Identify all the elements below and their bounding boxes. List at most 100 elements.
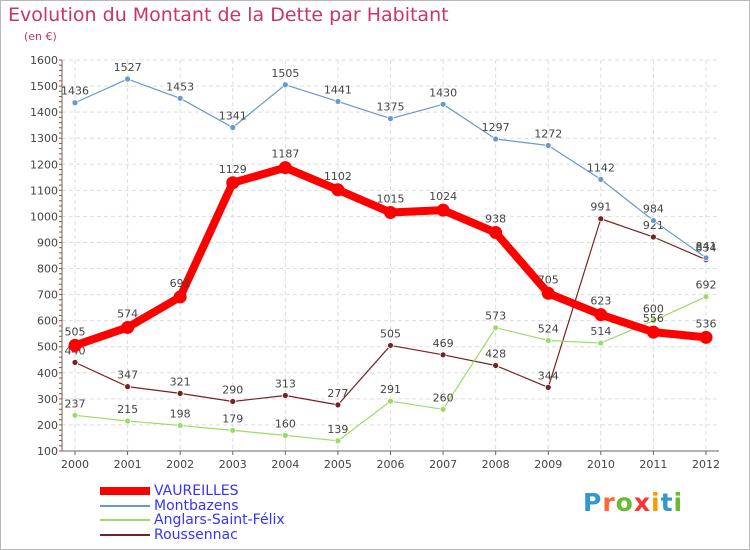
y-tick-label: 600 xyxy=(37,315,58,328)
x-tick-label: 2001 xyxy=(114,458,142,471)
data-label: 505 xyxy=(65,325,86,338)
data-label: 1015 xyxy=(377,192,405,205)
logo-letter: i xyxy=(651,488,661,517)
y-tick-label: 200 xyxy=(37,419,58,432)
data-label: 1430 xyxy=(429,86,457,99)
data-label: 1024 xyxy=(429,190,457,203)
y-tick-label: 1500 xyxy=(30,80,58,93)
data-point xyxy=(387,115,394,123)
x-tick-label: 2007 xyxy=(429,458,457,471)
data-label: 277 xyxy=(327,387,348,400)
data-point xyxy=(334,437,342,445)
legend-label: Montbazens xyxy=(154,497,239,514)
data-label: 705 xyxy=(538,273,559,286)
data-point xyxy=(544,142,552,149)
data-point xyxy=(439,100,447,108)
y-tick-label: 1000 xyxy=(30,210,58,223)
data-point xyxy=(229,427,237,434)
data-label: 556 xyxy=(643,312,664,325)
y-tick-label: 500 xyxy=(37,341,58,354)
data-label: 160 xyxy=(275,417,296,430)
data-point xyxy=(492,324,500,332)
data-point xyxy=(71,358,79,366)
data-point xyxy=(702,254,710,262)
data-label: 1272 xyxy=(534,127,562,140)
data-label: 1341 xyxy=(219,110,247,123)
logo-letter: o xyxy=(615,488,634,517)
data-label: 469 xyxy=(433,337,454,350)
chart-subtitle: (en €) xyxy=(24,30,57,43)
y-tick-label: 1300 xyxy=(30,132,58,145)
legend-swatch xyxy=(100,504,150,507)
data-point xyxy=(124,75,131,83)
data-point xyxy=(702,293,710,301)
chart-title: Evolution du Montant de la Dette par Hab… xyxy=(8,4,449,26)
data-point xyxy=(597,175,605,183)
legend-item: Montbazens xyxy=(100,499,285,514)
proxiti-logo: Proxiti xyxy=(583,488,683,517)
logo-letter: t xyxy=(660,488,674,517)
data-point xyxy=(121,320,135,334)
data-label: 1102 xyxy=(324,170,352,183)
data-label: 1187 xyxy=(271,148,299,161)
data-label: 1527 xyxy=(114,61,142,74)
data-point xyxy=(492,135,500,143)
data-point xyxy=(646,325,660,339)
data-label: 179 xyxy=(222,412,243,425)
x-tick-label: 2002 xyxy=(166,458,194,471)
data-label: 1375 xyxy=(377,101,405,114)
data-point xyxy=(650,233,657,241)
x-tick-label: 2010 xyxy=(587,458,615,471)
data-point xyxy=(71,411,79,419)
data-label: 198 xyxy=(170,407,191,420)
legend-swatch xyxy=(100,519,150,522)
data-label: 347 xyxy=(117,369,138,382)
data-point xyxy=(334,401,342,409)
data-point xyxy=(331,183,345,197)
logo-letter: P xyxy=(583,488,603,517)
y-tick-label: 400 xyxy=(37,367,58,380)
data-point xyxy=(597,215,605,223)
data-point xyxy=(281,392,289,399)
data-point xyxy=(492,362,500,369)
legend-item: VAUREILLES xyxy=(100,484,285,499)
data-point xyxy=(650,217,657,224)
data-label: 938 xyxy=(485,213,506,226)
y-tick-label: 1100 xyxy=(30,184,58,197)
data-point xyxy=(334,98,342,105)
data-label: 1129 xyxy=(219,163,247,176)
data-point xyxy=(124,417,131,425)
data-point xyxy=(173,290,187,304)
legend-label: Anglars-Saint-Félix xyxy=(154,512,285,529)
chart-legend: VAUREILLES Montbazens Anglars-Saint-Félix R… xyxy=(100,484,285,542)
data-label: 514 xyxy=(590,325,611,338)
logo-letter: i xyxy=(673,488,684,517)
data-point xyxy=(226,176,240,190)
data-point xyxy=(387,342,394,349)
x-tick-label: 2012 xyxy=(692,458,720,471)
x-tick-label: 2004 xyxy=(271,458,299,471)
data-label: 524 xyxy=(538,322,559,335)
data-point xyxy=(650,317,657,325)
data-point xyxy=(436,203,450,217)
y-tick-label: 900 xyxy=(37,236,58,249)
data-label: 291 xyxy=(380,383,401,396)
data-label: 1441 xyxy=(324,83,352,96)
legend-label: Roussennac xyxy=(154,526,238,543)
logo-letter: x xyxy=(633,488,651,517)
x-tick-label: 2003 xyxy=(219,458,247,471)
data-point xyxy=(229,124,237,131)
x-tick-label: 2011 xyxy=(639,458,667,471)
legend-swatch xyxy=(100,487,150,496)
data-label: 505 xyxy=(380,327,401,340)
data-label: 623 xyxy=(590,295,611,308)
data-label: 139 xyxy=(327,423,348,436)
data-label: 260 xyxy=(433,391,454,404)
data-point xyxy=(439,351,447,359)
data-label: 834 xyxy=(696,242,717,255)
legend-item: Roussennac xyxy=(100,528,285,543)
data-point xyxy=(594,308,608,322)
data-label: 290 xyxy=(222,383,243,396)
data-point xyxy=(387,397,394,405)
data-point xyxy=(699,330,713,344)
